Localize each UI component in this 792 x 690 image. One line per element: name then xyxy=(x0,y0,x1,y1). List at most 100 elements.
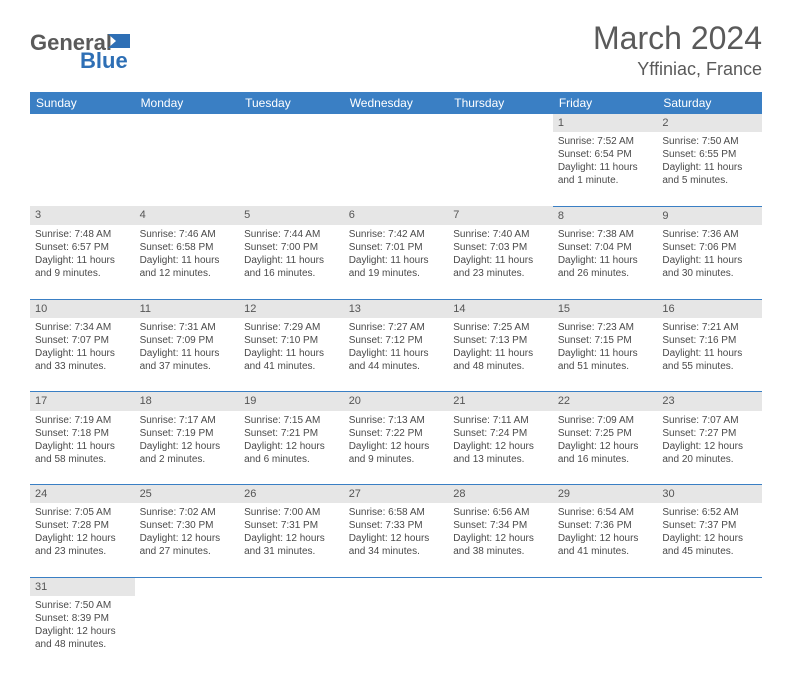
day-cell xyxy=(344,596,449,670)
day-cell: Sunrise: 7:19 AMSunset: 7:18 PMDaylight:… xyxy=(30,411,135,485)
daylight-line-1: Daylight: 11 hours xyxy=(558,161,653,174)
sunset-line: Sunset: 7:36 PM xyxy=(558,519,653,532)
daylight-line-1: Daylight: 11 hours xyxy=(558,347,653,360)
day-cell: Sunrise: 7:46 AMSunset: 6:58 PMDaylight:… xyxy=(135,225,240,299)
daynum-row: 24252627282930 xyxy=(30,485,762,504)
day-number-cell: 26 xyxy=(239,485,344,504)
daylight-line-1: Daylight: 12 hours xyxy=(140,440,235,453)
daylight-line-1: Daylight: 11 hours xyxy=(244,254,339,267)
day-number-cell: 5 xyxy=(239,206,344,225)
weekday-header: Friday xyxy=(553,92,658,114)
daylight-line-2: and 20 minutes. xyxy=(662,453,757,466)
day-cell: Sunrise: 7:50 AMSunset: 8:39 PMDaylight:… xyxy=(30,596,135,670)
daylight-line-1: Daylight: 11 hours xyxy=(35,440,130,453)
sunset-line: Sunset: 7:07 PM xyxy=(35,334,130,347)
day-number-cell xyxy=(30,114,135,132)
sunrise-line: Sunrise: 7:50 AM xyxy=(35,599,130,612)
daylight-line-2: and 6 minutes. xyxy=(244,453,339,466)
day-number-cell: 13 xyxy=(344,299,449,318)
sunrise-line: Sunrise: 7:17 AM xyxy=(140,414,235,427)
sunrise-line: Sunrise: 7:44 AM xyxy=(244,228,339,241)
day-number-cell: 28 xyxy=(448,485,553,504)
day-number-cell: 1 xyxy=(553,114,658,132)
sunrise-line: Sunrise: 6:56 AM xyxy=(453,506,548,519)
daynum-row: 3456789 xyxy=(30,206,762,225)
day-content-row: Sunrise: 7:48 AMSunset: 6:57 PMDaylight:… xyxy=(30,225,762,299)
sunrise-line: Sunrise: 7:48 AM xyxy=(35,228,130,241)
sunset-line: Sunset: 7:12 PM xyxy=(349,334,444,347)
sunrise-line: Sunrise: 7:11 AM xyxy=(453,414,548,427)
sunrise-line: Sunrise: 7:52 AM xyxy=(558,135,653,148)
daylight-line-1: Daylight: 12 hours xyxy=(349,532,444,545)
day-number-cell: 24 xyxy=(30,485,135,504)
day-cell: Sunrise: 7:44 AMSunset: 7:00 PMDaylight:… xyxy=(239,225,344,299)
daylight-line-1: Daylight: 11 hours xyxy=(349,254,444,267)
daylight-line-1: Daylight: 11 hours xyxy=(35,347,130,360)
sunset-line: Sunset: 7:01 PM xyxy=(349,241,444,254)
day-cell xyxy=(30,132,135,206)
day-number-cell xyxy=(135,577,240,596)
daylight-line-1: Daylight: 12 hours xyxy=(662,532,757,545)
sunrise-line: Sunrise: 7:36 AM xyxy=(662,228,757,241)
weekday-header: Wednesday xyxy=(344,92,449,114)
day-number-cell: 18 xyxy=(135,392,240,411)
day-cell xyxy=(135,132,240,206)
sunset-line: Sunset: 6:54 PM xyxy=(558,148,653,161)
sunset-line: Sunset: 7:04 PM xyxy=(558,241,653,254)
day-number-cell xyxy=(553,577,658,596)
daylight-line-2: and 5 minutes. xyxy=(662,174,757,187)
day-cell: Sunrise: 7:23 AMSunset: 7:15 PMDaylight:… xyxy=(553,318,658,392)
daylight-line-2: and 19 minutes. xyxy=(349,267,444,280)
daylight-line-2: and 30 minutes. xyxy=(662,267,757,280)
day-cell xyxy=(448,132,553,206)
day-number-cell: 12 xyxy=(239,299,344,318)
sunrise-line: Sunrise: 7:19 AM xyxy=(35,414,130,427)
daylight-line-2: and 16 minutes. xyxy=(244,267,339,280)
sunrise-line: Sunrise: 7:15 AM xyxy=(244,414,339,427)
daylight-line-2: and 48 minutes. xyxy=(453,360,548,373)
day-number-cell xyxy=(344,114,449,132)
sunrise-line: Sunrise: 7:46 AM xyxy=(140,228,235,241)
day-cell: Sunrise: 7:05 AMSunset: 7:28 PMDaylight:… xyxy=(30,503,135,577)
day-cell: Sunrise: 7:00 AMSunset: 7:31 PMDaylight:… xyxy=(239,503,344,577)
day-content-row: Sunrise: 7:50 AMSunset: 8:39 PMDaylight:… xyxy=(30,596,762,670)
sunset-line: Sunset: 7:19 PM xyxy=(140,427,235,440)
day-cell: Sunrise: 7:15 AMSunset: 7:21 PMDaylight:… xyxy=(239,411,344,485)
day-number-cell: 3 xyxy=(30,206,135,225)
day-number-cell: 15 xyxy=(553,299,658,318)
sunset-line: Sunset: 6:55 PM xyxy=(662,148,757,161)
sunset-line: Sunset: 7:33 PM xyxy=(349,519,444,532)
sunrise-line: Sunrise: 7:05 AM xyxy=(35,506,130,519)
day-cell: Sunrise: 7:34 AMSunset: 7:07 PMDaylight:… xyxy=(30,318,135,392)
daylight-line-2: and 58 minutes. xyxy=(35,453,130,466)
daylight-line-2: and 2 minutes. xyxy=(140,453,235,466)
brand-logo: General Blue xyxy=(30,28,150,75)
day-cell: Sunrise: 7:17 AMSunset: 7:19 PMDaylight:… xyxy=(135,411,240,485)
day-number-cell: 16 xyxy=(657,299,762,318)
sunset-line: Sunset: 7:24 PM xyxy=(453,427,548,440)
daylight-line-2: and 45 minutes. xyxy=(662,545,757,558)
day-cell: Sunrise: 7:21 AMSunset: 7:16 PMDaylight:… xyxy=(657,318,762,392)
sunset-line: Sunset: 7:13 PM xyxy=(453,334,548,347)
daynum-row: 10111213141516 xyxy=(30,299,762,318)
daylight-line-2: and 9 minutes. xyxy=(35,267,130,280)
day-content-row: Sunrise: 7:19 AMSunset: 7:18 PMDaylight:… xyxy=(30,411,762,485)
day-cell: Sunrise: 6:54 AMSunset: 7:36 PMDaylight:… xyxy=(553,503,658,577)
day-number-cell: 4 xyxy=(135,206,240,225)
sunrise-line: Sunrise: 7:23 AM xyxy=(558,321,653,334)
day-cell: Sunrise: 7:40 AMSunset: 7:03 PMDaylight:… xyxy=(448,225,553,299)
sunset-line: Sunset: 7:16 PM xyxy=(662,334,757,347)
day-cell: Sunrise: 6:56 AMSunset: 7:34 PMDaylight:… xyxy=(448,503,553,577)
daylight-line-2: and 51 minutes. xyxy=(558,360,653,373)
day-number-cell: 23 xyxy=(657,392,762,411)
weekday-header: Tuesday xyxy=(239,92,344,114)
day-content-row: Sunrise: 7:34 AMSunset: 7:07 PMDaylight:… xyxy=(30,318,762,392)
day-cell: Sunrise: 7:52 AMSunset: 6:54 PMDaylight:… xyxy=(553,132,658,206)
sunset-line: Sunset: 7:00 PM xyxy=(244,241,339,254)
day-number-cell: 17 xyxy=(30,392,135,411)
location-label: Yffiniac, France xyxy=(593,59,762,80)
day-number-cell: 25 xyxy=(135,485,240,504)
day-number-cell xyxy=(448,577,553,596)
daylight-line-1: Daylight: 11 hours xyxy=(35,254,130,267)
day-number-cell: 22 xyxy=(553,392,658,411)
